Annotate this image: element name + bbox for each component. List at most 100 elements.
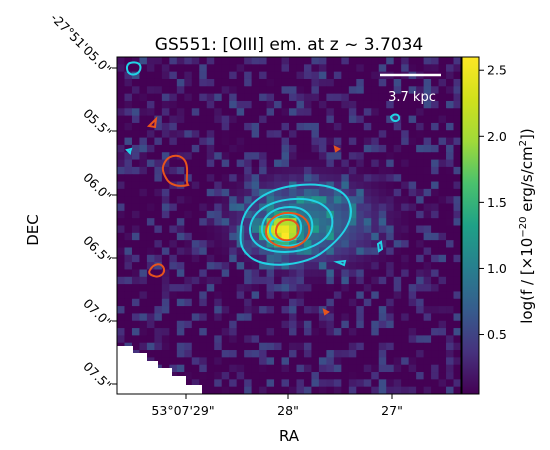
map-pixel [139, 254, 148, 263]
map-pixel [311, 291, 320, 300]
map-pixel [139, 137, 148, 146]
map-pixel [199, 254, 208, 263]
map-pixel [161, 159, 170, 168]
map-pixel [378, 100, 387, 109]
map-pixel [259, 364, 267, 373]
map-pixel [416, 276, 425, 285]
map-pixel [146, 313, 155, 322]
map-pixel [356, 100, 365, 109]
map-pixel [348, 86, 357, 95]
map-pixel [363, 130, 372, 138]
map-pixel [199, 379, 208, 388]
map-pixel [446, 78, 454, 87]
map-pixel [251, 276, 260, 285]
map-pixel [176, 188, 185, 197]
map-pixel [244, 298, 253, 307]
map-pixel [438, 247, 447, 256]
map-pixel [131, 203, 140, 212]
map-pixel [214, 306, 223, 314]
map-pixel [341, 159, 350, 168]
map-pixel [214, 93, 223, 102]
map-pixel [401, 122, 410, 131]
map-pixel [266, 298, 275, 307]
map-pixel [311, 196, 320, 204]
map-pixel [206, 232, 215, 241]
map-pixel [453, 262, 461, 270]
map-pixel [378, 218, 387, 226]
map-pixel [244, 86, 253, 95]
map-pixel [371, 181, 380, 190]
map-pixel [184, 159, 193, 168]
map-pixel [446, 86, 454, 95]
map-pixel [356, 379, 365, 388]
map-pixel [176, 291, 185, 300]
map-pixel [199, 115, 208, 124]
map-pixel [176, 144, 185, 153]
noise-contour [322, 308, 330, 316]
map-pixel [318, 122, 327, 131]
map-pixel [176, 320, 185, 329]
map-pixel [176, 269, 185, 278]
map-pixel [318, 71, 327, 80]
map-pixel [393, 247, 402, 256]
noise-contour [161, 154, 190, 187]
map-pixel [199, 100, 208, 109]
map-pixel [184, 284, 193, 292]
map-pixel [289, 284, 297, 292]
map-pixel [244, 174, 253, 182]
map-pixel [408, 306, 417, 314]
map-pixel [154, 357, 163, 366]
map-pixel [303, 269, 312, 278]
map-pixel [251, 115, 260, 124]
map-pixel [184, 93, 193, 102]
map-pixel [191, 71, 200, 80]
map-pixel [289, 320, 297, 329]
map-pixel [386, 210, 395, 219]
map-pixel [341, 93, 350, 102]
map-pixel [303, 313, 312, 322]
map-pixel [393, 93, 402, 102]
map-pixel [431, 122, 439, 131]
colorbar-tick-label: 2.0 [487, 129, 507, 144]
map-pixel [214, 137, 223, 146]
map-pixel [131, 320, 140, 329]
map-pixel [296, 64, 305, 73]
map-pixel [446, 137, 454, 146]
map-pixel [191, 57, 200, 65]
map-pixel [191, 342, 200, 351]
map-pixel [266, 386, 275, 394]
map-pixel [139, 269, 148, 278]
map-pixel [169, 269, 178, 278]
map-pixel [214, 108, 223, 117]
map-pixel [386, 313, 395, 322]
map-pixel [199, 71, 208, 80]
map-pixel [154, 130, 163, 138]
map-pixel [378, 196, 387, 204]
map-pixel [266, 276, 275, 285]
map-pixel [236, 203, 245, 212]
map-pixel [251, 298, 260, 307]
map-pixel [408, 130, 417, 138]
map-pixel [229, 181, 238, 190]
map-pixel [176, 232, 185, 241]
map-pixel [274, 328, 282, 336]
map-pixel [206, 320, 215, 329]
map-pixel [386, 357, 395, 366]
map-pixel [251, 181, 260, 190]
map-pixel [266, 306, 275, 314]
map-pixel [341, 254, 350, 263]
map-pixel [161, 350, 170, 358]
map-pixel [303, 364, 312, 373]
map-pixel [371, 144, 380, 153]
map-pixel [401, 152, 410, 160]
map-pixel [146, 174, 155, 182]
map-pixel [378, 335, 387, 344]
map-pixel [139, 232, 148, 241]
y-axis: -27°51'05.0" 05.5" 06.0" 06.5" 07.0" 07.… [24, 10, 117, 393]
map-pixel [259, 306, 267, 314]
map-pixel [408, 196, 417, 204]
map-pixel [131, 166, 140, 175]
map-pixel [341, 181, 350, 190]
map-pixel [229, 203, 238, 212]
map-pixel [333, 218, 342, 226]
